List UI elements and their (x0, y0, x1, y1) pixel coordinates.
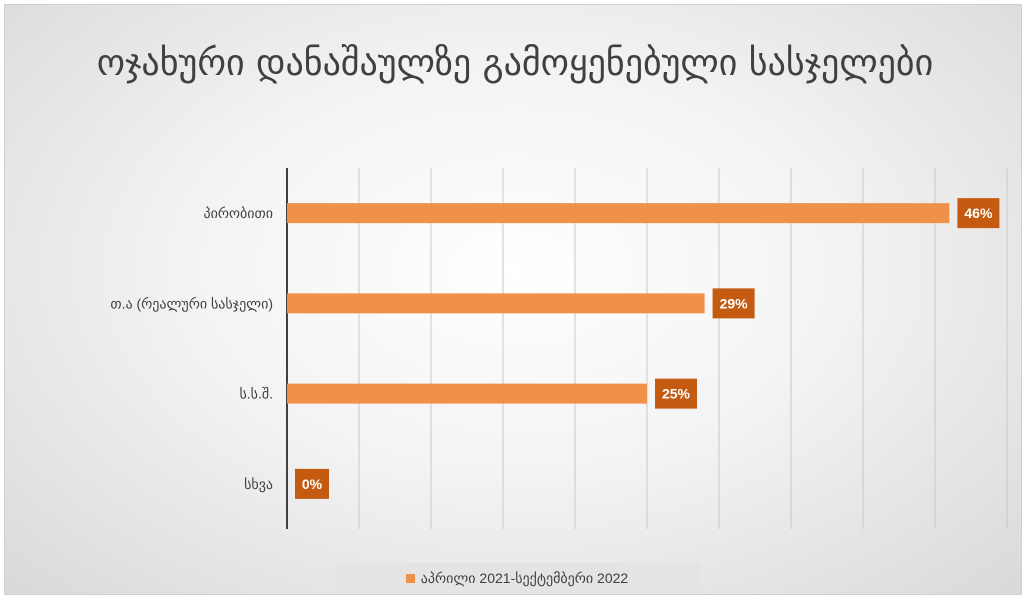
bar (287, 383, 647, 404)
legend-label: აპრილი 2021-სექტემბერი 2022 (420, 569, 629, 586)
legend: აპრილი 2021-სექტემბერი 2022 (335, 563, 699, 593)
data-label: 29% (720, 295, 749, 311)
data-label: 0% (302, 476, 323, 492)
plot-area: პირობითი 46% თ.ა (რეალური სასჯელი) 29% ს.ს.შ… (110, 168, 1008, 529)
category-label: პირობითი (204, 205, 273, 221)
category-label: ს.ს.შ. (239, 386, 273, 402)
bar (287, 293, 705, 314)
data-label: 25% (662, 386, 691, 402)
legend-swatch (405, 573, 415, 583)
chart-title: ოჯახური დანაშაულზე გამოყენებული სასჯელებ… (96, 43, 934, 84)
data-label: 46% (964, 205, 993, 221)
data-label-box (957, 198, 1000, 229)
data-label-box (712, 288, 755, 319)
data-label-box (655, 378, 697, 409)
category-label: სხვა (244, 476, 273, 493)
bar (287, 203, 950, 224)
data-label-box (295, 468, 329, 499)
chart-frame: ოჯახური დანაშაულზე გამოყენებული სასჯელებ… (4, 4, 1022, 595)
category-label: თ.ა (რეალური სასჯელი) (110, 295, 273, 312)
